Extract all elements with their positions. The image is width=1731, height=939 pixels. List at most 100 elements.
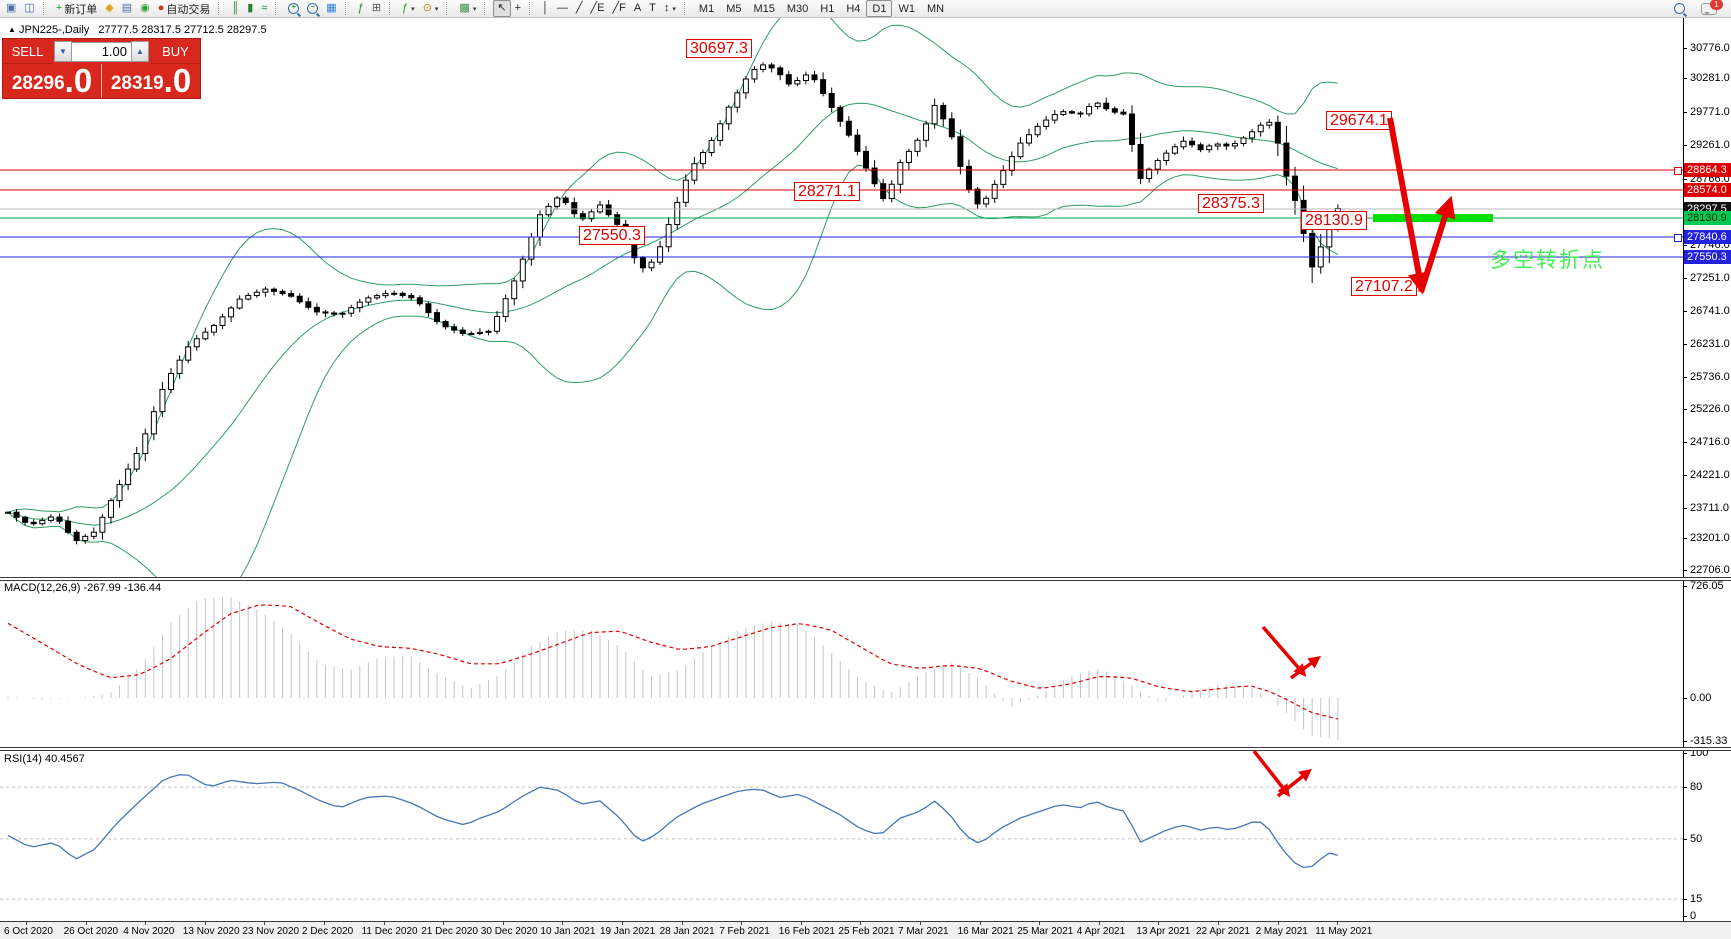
date-tick-mark	[1098, 922, 1100, 925]
buy-button[interactable]: BUY	[151, 39, 200, 64]
sell-price[interactable]: 28296 .0	[3, 64, 102, 98]
main-chart[interactable]	[0, 17, 1683, 578]
tile-windows-button[interactable]: ▦	[322, 0, 340, 17]
timeframe-h4[interactable]: H4	[846, 2, 861, 15]
fibonacci-button[interactable]: ╱F	[608, 0, 629, 17]
new-order-label: 新订单	[64, 3, 98, 16]
date-label: 25 Mar 2021	[1017, 926, 1074, 937]
price-annotation[interactable]: 28271.1	[794, 182, 860, 201]
auto-trading-icon: ●	[157, 2, 165, 14]
price-annotation[interactable]: 27550.3	[579, 226, 645, 245]
market-watch-button[interactable]: ◆	[101, 0, 117, 17]
navigator-button[interactable]: ◉	[136, 0, 154, 17]
toolbar: ▣ ◫ + 新订单 ◆ ▤ ◉ ● 自动交易 ║ ▮ ≈ + − ▦ ƒ ⊞ ƒ ▾ ⊙ ▾ ▩ ▾ ↖ + │ — ╱ ╱E ╱F A T ↕…	[0, 0, 1731, 18]
text-label-button[interactable]: T	[645, 0, 660, 17]
navigator-icon: ◉	[140, 2, 150, 14]
period-clock-icon: ⊙	[422, 2, 432, 14]
equidistant-channel-button[interactable]: ╱E	[587, 0, 609, 17]
cursor-button[interactable]: ↖	[493, 0, 511, 17]
y-axis-tick-mark	[1683, 698, 1687, 699]
cn-annotation-text[interactable]: 多空转折点	[1490, 249, 1605, 272]
timeframe-m5[interactable]: M5	[726, 2, 742, 15]
period-clock-button[interactable]: ⊙ ▾	[419, 0, 443, 17]
templates-icon: ▩	[459, 2, 470, 14]
search-button[interactable]	[1670, 0, 1689, 17]
buy-price[interactable]: 28319 .0	[102, 64, 200, 98]
date-label: 11 Dec 2020	[361, 926, 418, 937]
data-window-button[interactable]: ▤	[118, 0, 136, 17]
price-annotation[interactable]: 30697.3	[686, 39, 752, 58]
bar-chart-button[interactable]: ║	[227, 0, 243, 17]
indicator-window-icon: ⊞	[371, 2, 382, 14]
price-line-badge: 28864.3	[1684, 163, 1731, 177]
price-annotation[interactable]: 28130.9	[1301, 211, 1367, 230]
price-annotation[interactable]: 29674.1	[1326, 111, 1392, 130]
indicator-window-button[interactable]: ⊞	[368, 0, 385, 17]
chart-preview-button[interactable]: ◫	[20, 0, 38, 17]
toolbar-right-group: 1	[1670, 0, 1731, 17]
crosshair-button[interactable]: +	[511, 0, 525, 17]
bollinger-middle-band	[7, 102, 1339, 526]
auto-trading-button[interactable]: ● 自动交易	[154, 0, 215, 17]
chart-window-button[interactable]: ▣	[2, 0, 20, 17]
date-label: 25 Feb 2021	[838, 926, 895, 937]
y-axis-tick: 80	[1690, 781, 1703, 793]
indicators-button[interactable]: ƒ	[354, 0, 368, 17]
rsi-indicator-pane[interactable]	[0, 750, 1683, 921]
y-axis-tick: 24716.0	[1690, 436, 1730, 448]
date-tick-mark	[920, 922, 921, 925]
date-tick-mark	[741, 922, 743, 925]
toolbar-group: ƒ ⊞	[352, 1, 387, 17]
pane-divider[interactable]	[0, 747, 1731, 751]
price-annotation[interactable]: 27107.2	[1351, 277, 1417, 296]
macd-indicator-pane[interactable]	[0, 579, 1683, 748]
date-label: 16 Feb 2021	[778, 926, 835, 937]
timeframe-d1[interactable]: D1	[866, 0, 893, 17]
y-axis-tick-mark	[1683, 311, 1687, 312]
macd-histogram	[7, 597, 1339, 740]
price-annotation[interactable]: 28375.3	[1198, 194, 1264, 213]
templates-button[interactable]: ▩ ▾	[455, 0, 480, 17]
line-chart-button[interactable]: ≈	[257, 0, 271, 17]
toolbar-separator	[446, 2, 451, 15]
volume-increase-button[interactable]: ▲	[131, 41, 149, 62]
new-order-button[interactable]: + 新订单	[52, 0, 101, 17]
sell-button[interactable]: SELL	[3, 39, 52, 64]
vertical-line-icon: │	[542, 2, 549, 14]
date-axis[interactable]: 6 Oct 2020 26 Oct 2020 4 Nov 2020 13 Nov 20…	[0, 921, 1731, 939]
timeframe-m1[interactable]: M1	[698, 2, 715, 15]
y-axis-tick: 26231.0	[1690, 338, 1730, 350]
tile-windows-icon: ▦	[326, 2, 337, 14]
arrows-button[interactable]: ↕ ▾	[660, 0, 680, 17]
volume-decrease-button[interactable]: ▼	[54, 41, 72, 62]
timeframe-h1[interactable]: H1	[820, 2, 835, 15]
timeframe-w1[interactable]: W1	[898, 2, 915, 15]
timeframe-mn[interactable]: MN	[926, 2, 945, 15]
zoom-out-button[interactable]: −	[303, 0, 322, 17]
symbol-title-bar: ▲ JPN225-,Daily 27777.5 28317.5 27712.5 …	[8, 24, 267, 36]
y-axis-tick: 15	[1690, 893, 1703, 905]
candlestick-button[interactable]: ▮	[243, 0, 257, 17]
vertical-line-button[interactable]: │	[538, 0, 553, 17]
text-label-icon: T	[649, 2, 656, 14]
trendline-button[interactable]: ╱	[572, 0, 587, 17]
timeframe-m30[interactable]: M30	[786, 2, 809, 15]
sell-price-decimal: .0	[64, 62, 93, 99]
line-edge-marker[interactable]	[1674, 167, 1682, 175]
date-label: 19 Jan 2021	[600, 926, 656, 937]
pane-divider[interactable]	[0, 577, 1731, 581]
y-axis-tick-mark	[1683, 48, 1687, 49]
chat-button[interactable]: 1	[1697, 0, 1723, 17]
zoom-in-button[interactable]: +	[284, 0, 303, 17]
macd-signal-line	[7, 604, 1339, 720]
y-axis-tick-mark	[1683, 570, 1687, 571]
add-indicator-button[interactable]: ƒ ▾	[398, 0, 419, 17]
volume-input[interactable]: 1.00	[72, 41, 131, 62]
collapse-triangle-icon[interactable]: ▲	[8, 25, 16, 34]
line-edge-marker[interactable]	[1674, 234, 1682, 242]
cursor-icon: ↖	[497, 2, 507, 14]
horizontal-line-button[interactable]: —	[553, 0, 572, 17]
y-axis-tick-mark	[1683, 899, 1687, 900]
text-button[interactable]: A	[630, 0, 645, 17]
timeframe-m15[interactable]: M15	[753, 2, 775, 15]
